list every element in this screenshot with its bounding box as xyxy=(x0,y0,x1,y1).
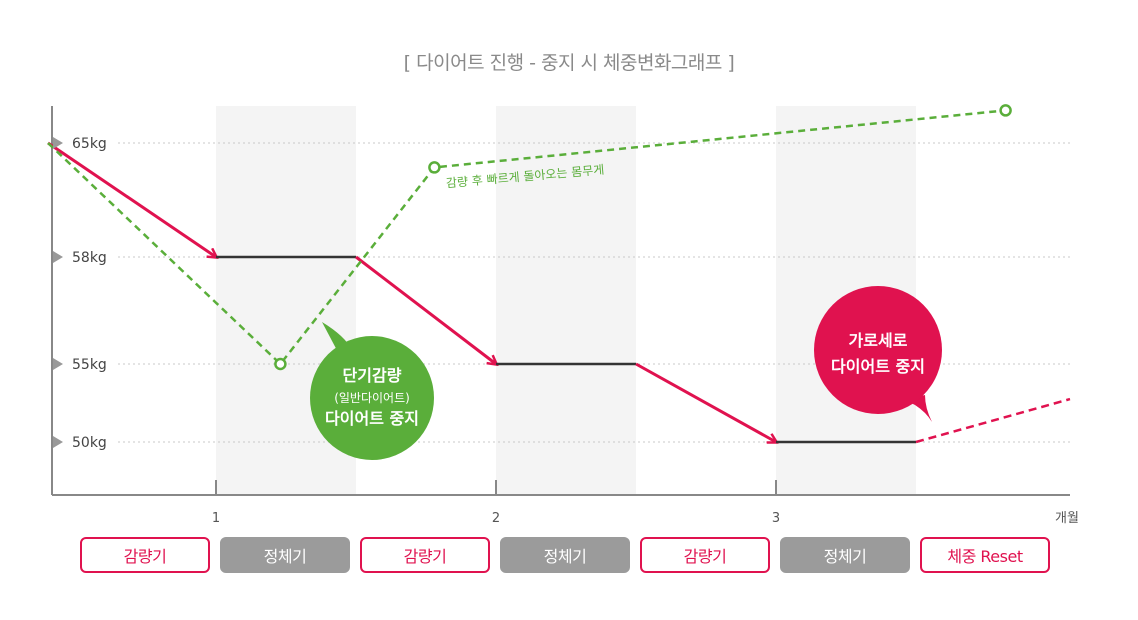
series-lines: 감량 후 빠르게 돌아오는 몸무게 xyxy=(47,104,1071,444)
green-bubble-line-2: (일반다이어트) xyxy=(334,391,410,405)
y-tick-marker-icon xyxy=(53,251,63,263)
green-bubble xyxy=(310,336,434,460)
phase-2: 정체기 xyxy=(220,537,350,573)
axes xyxy=(51,106,1070,496)
y-tick-marker-icon xyxy=(53,436,63,448)
rebound-point-2 xyxy=(428,161,441,174)
y-tick-label: 55kg xyxy=(72,357,107,373)
y-tick-label: 58kg xyxy=(72,250,107,266)
x-tick-label: 1 xyxy=(212,511,220,526)
chart-title: [ 다이어트 진행 - 중지 시 체중변화그래프 ] xyxy=(403,52,735,74)
y-tick-marker-icon xyxy=(53,358,63,370)
plateau-band-2 xyxy=(496,106,636,495)
x-tick-label: 3 xyxy=(772,511,780,526)
loss-segment-3 xyxy=(355,255,496,364)
rebound-dashed-line xyxy=(47,109,1006,366)
phase-6: 정체기 xyxy=(780,537,910,573)
x-axis-label: 개월 xyxy=(1055,511,1079,526)
plateau-bands xyxy=(216,106,916,495)
red-bubble-line-1: 가로세로 xyxy=(849,331,908,350)
weight-change-chart: 감량 후 빠르게 돌아오는 몸무게 단기감량 (일반다이어트) 다이어트 중지 가로세… xyxy=(47,104,1079,526)
reset-dashed-line xyxy=(915,397,1071,444)
rebound-point-1 xyxy=(274,357,287,371)
red-bubble-line-2: 다이어트 중지 xyxy=(831,357,925,376)
x-tick-label: 2 xyxy=(492,511,500,526)
rebound-point-3 xyxy=(999,104,1012,117)
red-bubble xyxy=(814,286,942,414)
y-tick-label: 65kg xyxy=(72,136,107,152)
phase-1: 감량기 xyxy=(80,537,210,573)
green-bubble-line-1: 단기감량 xyxy=(343,366,402,385)
phase-5: 감량기 xyxy=(640,537,770,573)
loss-segment-5 xyxy=(635,362,776,442)
phase-4: 정체기 xyxy=(500,537,630,573)
y-tick-marker-icon xyxy=(53,137,63,149)
phase-3: 감량기 xyxy=(360,537,490,573)
phase-row: 감량기 정체기 감량기 정체기 감량기 정체기 체중 Reset xyxy=(0,537,1138,577)
green-bubble-line-3: 다이어트 중지 xyxy=(325,409,419,428)
y-tick-label: 50kg xyxy=(72,435,107,451)
phase-7: 체중 Reset xyxy=(920,537,1050,573)
axis-labels: 65kg 58kg 55kg 50kg 1 2 3 개월 xyxy=(53,136,1079,526)
loss-segment-1 xyxy=(47,141,216,257)
